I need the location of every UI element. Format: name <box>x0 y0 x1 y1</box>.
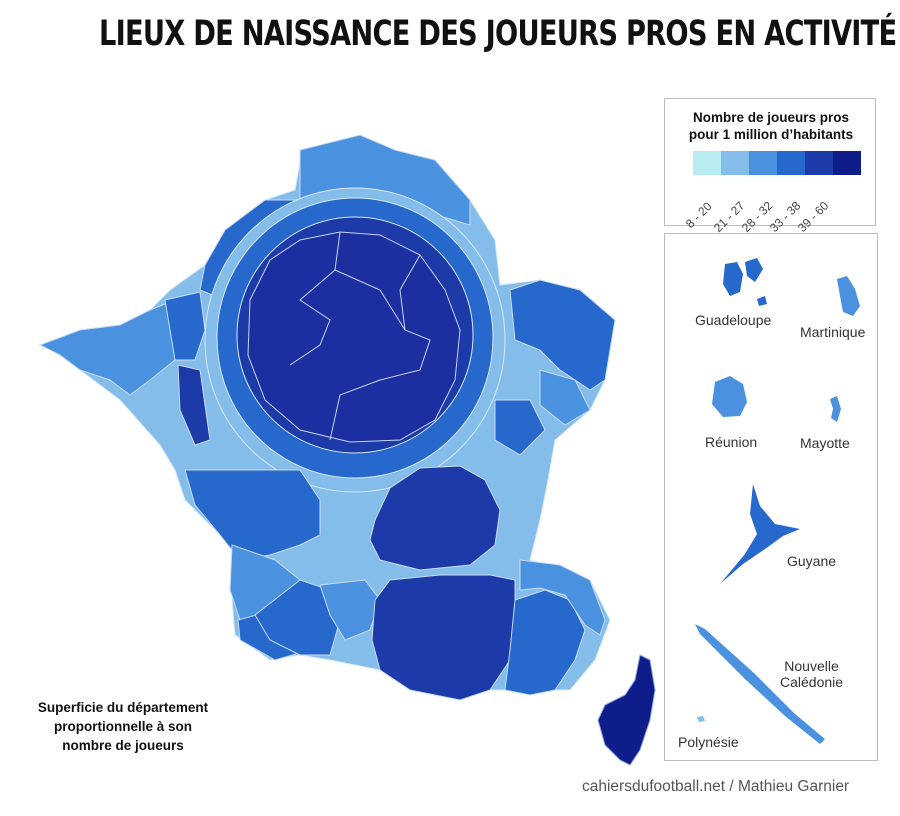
legend-swatches <box>693 151 861 175</box>
guyane-shape <box>720 484 800 584</box>
legend-swatch <box>805 151 833 175</box>
dept-languedoc <box>371 574 516 701</box>
martinique-shape <box>837 276 860 316</box>
legend-swatch <box>833 151 861 175</box>
reunion-shape <box>712 376 747 417</box>
paris-inner-lines <box>289 231 431 441</box>
guadeloupe-shape <box>723 258 767 306</box>
note-line1: Superficie du département <box>37 700 209 715</box>
dept-lorraine <box>539 369 591 426</box>
label-nouvelle-caledonie-line2: Calédonie <box>780 674 844 690</box>
legend-title-line1: Nombre de joueurs pros <box>692 110 850 125</box>
dept-bretagne-3 <box>177 364 211 446</box>
map-note: Superficie du département proportionnell… <box>18 698 228 755</box>
label-nouvelle-caledonie: Nouvelle Calédonie <box>780 658 843 690</box>
polynesie-shape <box>697 716 705 722</box>
overseas-panel: Guadeloupe Martinique Réunion Mayotte Gu… <box>664 233 878 761</box>
note-line3: nombre de joueurs <box>62 738 184 753</box>
legend: Nombre de joueurs pros pour 1 million d’… <box>664 98 877 235</box>
dept-midi-2 <box>319 579 381 641</box>
dept-grand-est <box>509 279 616 391</box>
note-line2: proportionnelle à son <box>53 719 192 734</box>
dept-midi-1 <box>254 579 341 656</box>
label-polynesie: Polynésie <box>678 734 739 750</box>
label-reunion: Réunion <box>705 434 758 450</box>
nouvelle-caledonie-shape <box>695 624 825 744</box>
label-martinique: Martinique <box>800 324 866 340</box>
credit: cahiersdufootball.net / Mathieu Garnier <box>582 778 850 795</box>
legend-swatch <box>721 151 749 175</box>
mayotte-shape <box>830 396 841 422</box>
dept-bretagne-2 <box>164 291 206 361</box>
dept-alpes <box>519 559 606 636</box>
dept-ouest <box>184 469 321 561</box>
dept-champagne <box>494 399 546 456</box>
corse <box>597 654 656 766</box>
legend-title: Nombre de joueurs pros pour 1 million d’… <box>665 109 877 143</box>
legend-title-line2: pour 1 million d’habitants <box>688 127 854 142</box>
dept-provence <box>504 589 586 696</box>
overseas-shapes <box>695 258 860 744</box>
legend-swatch <box>777 151 805 175</box>
label-guyane: Guyane <box>787 553 837 569</box>
legend-swatch <box>693 151 721 175</box>
dept-centre <box>369 465 501 571</box>
paris-core <box>247 231 461 443</box>
map-title: LIEUX DE NAISSANCE DES JOUEURS PROS EN A… <box>99 14 897 54</box>
legend-swatch <box>749 151 777 175</box>
label-guadeloupe: Guadeloupe <box>695 312 772 328</box>
label-nouvelle-caledonie-line1: Nouvelle <box>784 658 839 674</box>
label-mayotte: Mayotte <box>800 435 850 451</box>
